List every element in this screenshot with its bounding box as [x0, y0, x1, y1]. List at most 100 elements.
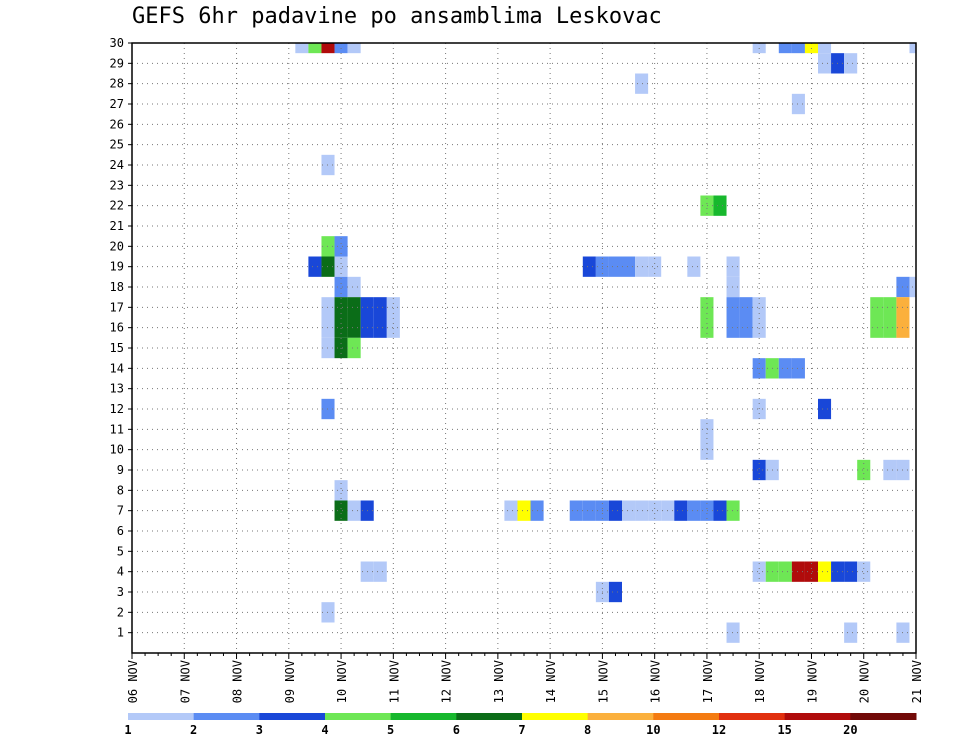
y-tick-label: 22	[110, 199, 124, 213]
heatmap-cell	[648, 500, 662, 521]
y-tick-label: 9	[117, 463, 124, 477]
x-axis: 06 NOV 07 NOV 08 NOV 09 NOV 10 NOV 11 NOV 12 N…	[126, 653, 924, 703]
heatmap-cell	[622, 256, 636, 277]
colorbar-swatch	[390, 713, 457, 720]
heatmap-cell	[857, 561, 871, 582]
heatmap-cell	[334, 317, 348, 338]
heatmap-cell	[870, 317, 884, 338]
heatmap-cell	[909, 43, 916, 54]
heatmap-cell	[635, 500, 649, 521]
heatmap-cell	[347, 500, 361, 521]
colorbar-swatch	[719, 713, 786, 720]
heatmap-cell	[752, 297, 766, 318]
heatmap-cell	[517, 500, 531, 521]
heatmap-cell	[347, 276, 361, 298]
x-tick-label: 15 NOV	[596, 660, 610, 703]
heatmap-cell	[700, 500, 714, 521]
y-tick-label: 23	[110, 178, 124, 192]
y-tick-label: 15	[110, 341, 124, 355]
heatmap-cells	[295, 43, 916, 643]
colorbar-label: 2	[190, 723, 197, 737]
chart-title: GEFS 6hr padavine po ansamblima Leskovac	[132, 4, 662, 29]
heatmap-cell	[778, 358, 792, 379]
y-tick-label: 16	[110, 321, 124, 335]
x-tick-label: 10 NOV	[335, 660, 349, 703]
colorbar-swatch	[128, 713, 195, 720]
heatmap-cell	[791, 43, 805, 54]
colorbar-swatch	[653, 713, 720, 720]
heatmap-cell	[739, 297, 753, 318]
y-tick-label: 7	[117, 504, 124, 518]
heatmap-cell	[373, 317, 387, 338]
x-tick-label: 09 NOV	[283, 660, 297, 703]
y-tick-label: 5	[117, 544, 124, 558]
y-tick-label: 1	[117, 626, 124, 640]
heatmap-cell	[857, 459, 871, 481]
colorbar-swatch	[193, 713, 260, 720]
x-tick-label: 14 NOV	[544, 660, 558, 703]
heatmap-cell	[752, 561, 766, 582]
heatmap-cell	[870, 297, 884, 318]
heatmap-cell	[739, 317, 753, 338]
heatmap-cell	[791, 93, 805, 115]
heatmap-cell	[804, 561, 818, 582]
heatmap-cell	[373, 297, 387, 318]
y-tick-label: 12	[110, 402, 124, 416]
heatmap-cell	[726, 622, 740, 643]
heatmap-cell	[386, 317, 400, 338]
y-tick-label: 2	[117, 605, 124, 619]
y-tick-label: 10	[110, 443, 124, 457]
x-tick-label: 16 NOV	[649, 660, 663, 703]
y-tick-label: 14	[110, 361, 124, 375]
heatmap-cell	[883, 317, 897, 338]
heatmap-cell	[883, 459, 897, 481]
y-axis: 1234567891011121314151617181920212223242…	[110, 36, 132, 640]
colorbar-label: 4	[321, 723, 328, 737]
heatmap-cell	[700, 419, 714, 440]
colorbar-swatch	[456, 713, 523, 720]
heatmap-cell	[674, 500, 688, 521]
heatmap-cell	[386, 297, 400, 318]
colorbar-label: 6	[453, 723, 460, 737]
y-tick-label: 18	[110, 280, 124, 294]
colorbar-label: 3	[256, 723, 263, 737]
heatmap-cell	[752, 459, 766, 481]
heatmap-cell	[569, 500, 583, 521]
y-tick-label: 13	[110, 382, 124, 396]
y-tick-label: 19	[110, 260, 124, 274]
colorbar-swatch	[850, 713, 917, 720]
heatmap-cell	[700, 317, 714, 338]
heatmap-cell	[778, 561, 792, 582]
grid-lines	[132, 42, 916, 653]
y-tick-label: 20	[110, 239, 124, 253]
heatmap-cell	[608, 500, 622, 521]
y-tick-label: 26	[110, 117, 124, 131]
colorbar-label: 12	[712, 723, 726, 737]
y-tick-label: 17	[110, 300, 124, 314]
colorbar-swatch	[587, 713, 654, 720]
heatmap-cell	[347, 43, 361, 54]
heatmap-cell	[334, 276, 348, 298]
heatmap-cell	[622, 500, 636, 521]
y-tick-label: 11	[110, 422, 124, 436]
y-tick-label: 21	[110, 219, 124, 233]
x-tick-label: 17 NOV	[701, 660, 715, 703]
heatmap-cell	[791, 358, 805, 379]
colorbar-label: 5	[387, 723, 394, 737]
heatmap-cell	[713, 500, 727, 521]
heatmap-cell	[308, 256, 322, 277]
heatmap-cell	[334, 236, 348, 257]
heatmap-cell	[648, 256, 662, 277]
heatmap-cell	[321, 43, 335, 54]
x-tick-label: 06 NOV	[126, 660, 140, 703]
heatmap-cell	[295, 43, 309, 54]
colorbar-swatch	[522, 713, 589, 720]
y-tick-label: 6	[117, 524, 124, 538]
heatmap-cell	[818, 398, 832, 420]
heatmap-cell	[582, 500, 596, 521]
heatmap-cell	[334, 500, 348, 521]
y-tick-label: 4	[117, 565, 124, 579]
colorbar-label: 7	[518, 723, 525, 737]
heatmap-cell	[687, 500, 701, 521]
heatmap-cell	[334, 297, 348, 318]
